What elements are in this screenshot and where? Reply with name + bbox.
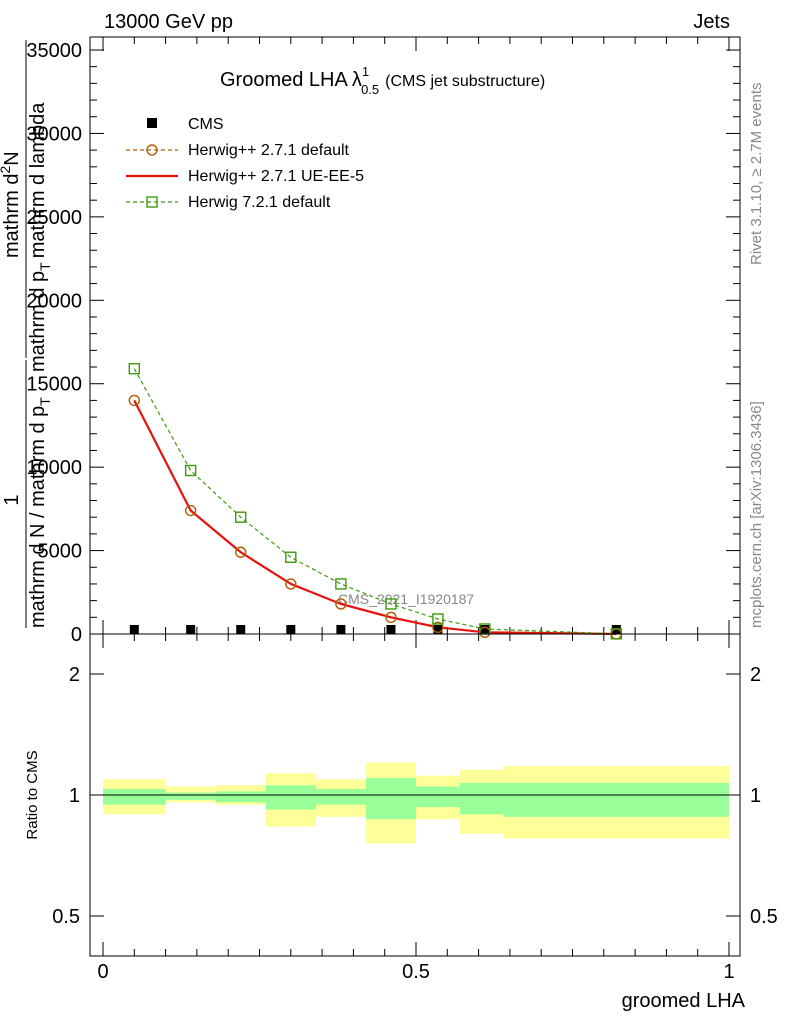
legend-herwigpp-ueee5-label: Herwig++ 2.7.1 UE-EE-5 xyxy=(188,168,364,185)
cms-data-point xyxy=(433,624,443,634)
legend-cms-marker xyxy=(147,118,157,128)
header-right: Jets xyxy=(693,11,730,33)
ratio-inner-band xyxy=(265,785,316,810)
analysis-watermark: CMS_2021_I1920187 xyxy=(338,591,474,607)
main-y-tick-label: 15000 xyxy=(26,374,82,396)
herwig7-point xyxy=(385,598,397,610)
ratio-inner-band xyxy=(459,782,504,815)
herwigpp-default-point xyxy=(432,621,444,634)
main-series xyxy=(128,362,623,640)
cms-data-point xyxy=(480,624,490,634)
ratio-inner-band xyxy=(416,786,460,808)
main-y-tick-label: 20000 xyxy=(26,290,82,312)
cms-data-point xyxy=(186,624,196,634)
legend-herwigpp-default-marker xyxy=(146,144,158,156)
main-y-tick-label: 25000 xyxy=(26,207,82,229)
herwigpp-default-point xyxy=(128,394,141,407)
cms-data-point xyxy=(386,624,396,634)
ratio-y-tick-label-right: 0.5 xyxy=(750,906,778,928)
legend-cms-label: CMS xyxy=(188,116,224,133)
main-y-tick-label: 0 xyxy=(71,624,82,646)
svg-text:mathrm d pTmathrm d lambda: mathrm d pTmathrm d lambda xyxy=(27,102,53,372)
main-y-tick-label: 10000 xyxy=(26,457,82,479)
legend-herwig7-label: Herwig 7.2.1 default xyxy=(188,194,331,211)
ratio-y-tick-label-right: 1 xyxy=(750,785,761,807)
ratio-inner-band xyxy=(503,782,729,817)
ratio-y-label: Ratio to CMS xyxy=(24,750,41,839)
ratio-y-tick-label: 2 xyxy=(69,664,80,686)
x-axis-label: groomed LHA xyxy=(622,990,746,1012)
main-y-ticks: 0 5000 10000 15000 20000 25000 30000 35000 xyxy=(26,37,740,646)
herwigpp-default-point xyxy=(335,598,347,610)
ratio-inner-band xyxy=(365,778,416,820)
series-line-herwigpp-ueee5 xyxy=(133,399,617,636)
main-y-tick-label: 30000 xyxy=(26,123,82,145)
ratio-inner-band xyxy=(315,788,366,805)
herwig7-point xyxy=(335,578,347,590)
ratio-inner-band xyxy=(215,791,266,803)
ratio-bands xyxy=(103,762,729,844)
herwigpp-default-point xyxy=(235,546,247,558)
cms-data-point xyxy=(336,624,346,634)
legend: CMS Herwig++ 2.7.1 default Herwig++ 2.7.… xyxy=(126,116,364,211)
herwig7-point xyxy=(184,464,197,477)
herwigpp-default-point xyxy=(285,578,297,590)
herwig7-point xyxy=(128,362,141,375)
ratio-inner-band xyxy=(103,788,166,805)
main-y-tick-label: 35000 xyxy=(26,40,82,62)
header-left: 13000 GeV pp xyxy=(104,11,233,33)
main-y-label: 1 mathrm d N / mathrm d pT mathrm d2N ma… xyxy=(0,40,53,628)
ratio-y-tick-label-right: 2 xyxy=(750,664,761,686)
cms-data-point xyxy=(286,624,296,634)
herwigpp-default-point xyxy=(184,504,197,517)
x-tick-label: 0.5 xyxy=(402,961,430,983)
ratio-ticks: 0.5 0.5 1 1 2 2 0 0.5 1 xyxy=(52,634,778,983)
svg-text:1: 1 xyxy=(1,494,23,505)
herwig7-point xyxy=(285,551,297,563)
mcplots-label: mcplots.cern.ch [arXiv:1306.3436] xyxy=(748,401,765,628)
ratio-y-tick-label: 1 xyxy=(69,785,80,807)
herwig7-point xyxy=(432,613,444,625)
main-y-tick-label: 5000 xyxy=(38,541,83,563)
svg-text:mathrm d N / mathrm d pT: mathrm d N / mathrm d pT xyxy=(27,397,53,628)
ratio-inner-band xyxy=(165,792,216,800)
herwigpp-default-point xyxy=(385,611,397,624)
cms-data-point xyxy=(129,624,139,634)
main-title: Groomed LHA λ1 0.5 (CMS jet substructure) xyxy=(220,64,545,97)
legend-herwig7-marker xyxy=(146,196,158,208)
legend-herwigpp-default-label: Herwig++ 2.7.1 default xyxy=(188,142,350,159)
x-tick-label: 1 xyxy=(723,961,734,983)
cms-data-point xyxy=(236,624,246,634)
svg-text:mathrm d2N: mathrm d2N xyxy=(0,151,23,258)
ratio-y-tick-label: 0.5 xyxy=(52,906,80,928)
x-tick-label: 0 xyxy=(97,961,108,983)
herwig7-point xyxy=(235,511,247,523)
rivet-label: Rivet 3.1.10, ≥ 2.7M events xyxy=(748,83,765,266)
